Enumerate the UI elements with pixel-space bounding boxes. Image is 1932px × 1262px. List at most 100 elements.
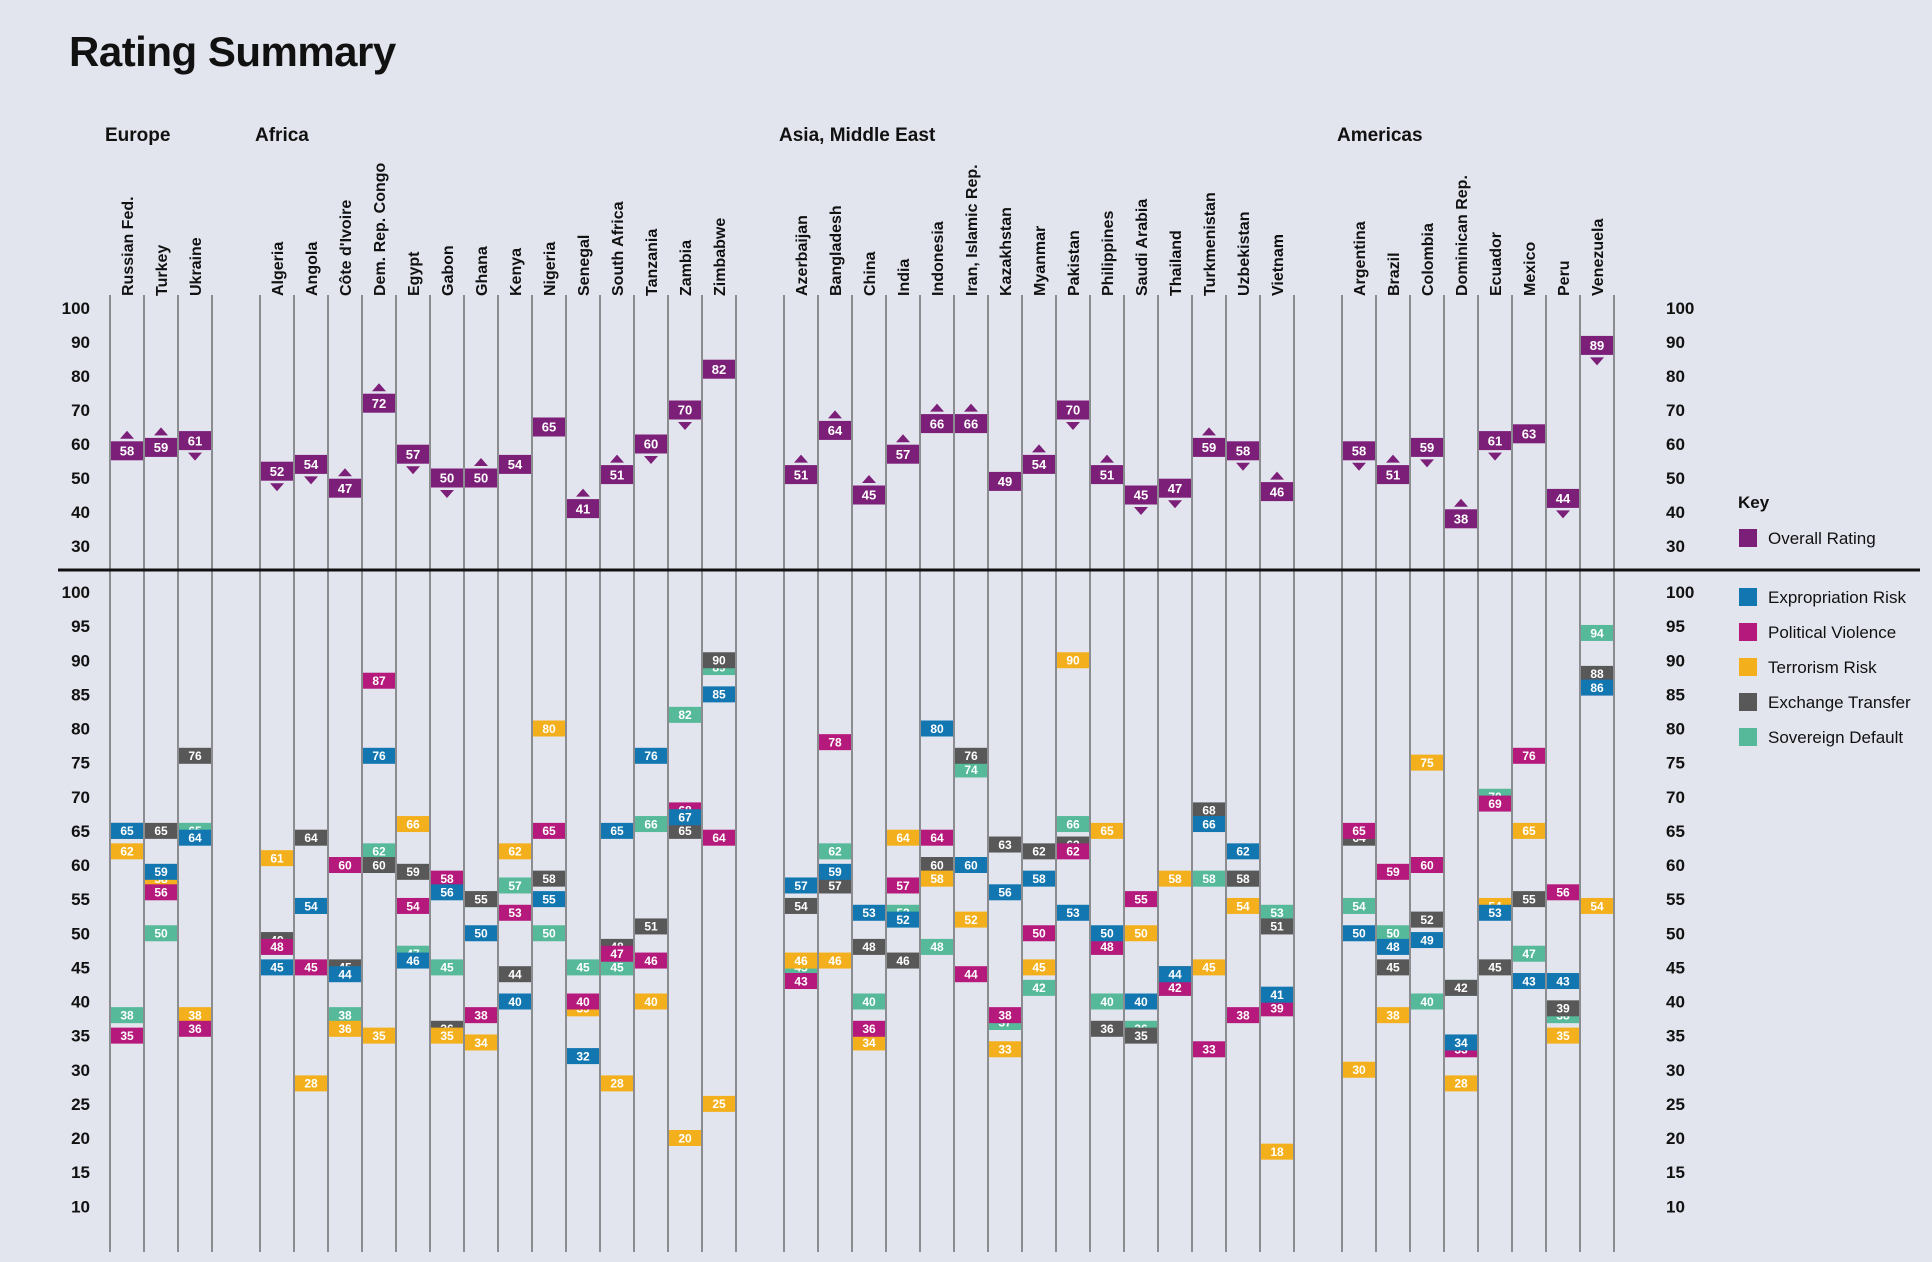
trend-down-arrow xyxy=(1488,452,1502,461)
political-marker xyxy=(465,1007,497,1024)
political-marker xyxy=(329,857,361,873)
political-marker-label: 64 xyxy=(930,831,944,845)
trend-down-arrow xyxy=(678,422,692,430)
expropriation-marker-label: 65 xyxy=(610,824,624,838)
terrorism-marker-label: 18 xyxy=(1270,1145,1284,1159)
trend-up-arrow xyxy=(1100,454,1114,463)
exchange-marker-label: 42 xyxy=(1454,981,1468,995)
overall-marker-label: 58 xyxy=(1352,443,1366,458)
country-label: Brazil xyxy=(1386,252,1403,296)
expropriation-marker-label: 43 xyxy=(1522,974,1536,988)
overall-marker-label: 59 xyxy=(154,440,168,455)
terrorism-marker xyxy=(703,1095,735,1112)
political-marker-label: 69 xyxy=(1488,797,1502,811)
overall-marker xyxy=(1547,488,1579,508)
political-marker xyxy=(179,1020,211,1037)
region-label: Americas xyxy=(1337,125,1423,146)
expropriation-marker-label: 80 xyxy=(930,722,944,736)
exchange-marker xyxy=(1193,802,1225,819)
sovereign-marker xyxy=(1377,925,1409,942)
country-label: Vietnam xyxy=(1270,234,1287,296)
bottom-tick-label-right: 50 xyxy=(1666,924,1685,943)
expropriation-marker-label: 48 xyxy=(1386,940,1400,954)
political-marker-label: 56 xyxy=(154,886,168,900)
terrorism-marker xyxy=(1377,1007,1409,1024)
expropriation-marker xyxy=(1343,925,1375,942)
expropriation-marker-label: 59 xyxy=(154,865,168,879)
expropriation-marker-label: 34 xyxy=(1454,1036,1468,1050)
exchange-marker-label: 60 xyxy=(372,858,386,872)
overall-marker-label: 72 xyxy=(372,396,386,411)
overall-marker-label: 51 xyxy=(610,467,624,482)
terrorism-marker xyxy=(499,843,531,860)
terrorism-marker xyxy=(921,870,953,887)
exchange-marker-label: 58 xyxy=(542,872,556,886)
political-marker-label: 36 xyxy=(188,1022,202,1036)
country-label: Peru xyxy=(1556,260,1573,296)
overall-marker xyxy=(145,437,177,457)
exchange-marker-label: 51 xyxy=(644,920,658,934)
overall-marker xyxy=(329,478,361,498)
exchange-marker-label: 36 xyxy=(1100,1022,1114,1036)
sovereign-marker xyxy=(329,1007,361,1024)
overall-marker-label: 52 xyxy=(270,464,284,479)
trend-up-arrow xyxy=(1270,471,1284,480)
top-tick-label-right: 70 xyxy=(1666,401,1685,420)
overall-marker xyxy=(1159,478,1191,498)
bottom-tick-label-left: 55 xyxy=(71,890,90,909)
sovereign-marker xyxy=(533,925,565,942)
sovereign-marker-label: 50 xyxy=(542,927,556,941)
expropriation-marker xyxy=(921,720,953,737)
sovereign-marker-label: 82 xyxy=(678,708,692,722)
country-label: Algeria xyxy=(270,242,287,296)
expropriation-marker xyxy=(1411,932,1443,949)
expropriation-marker-label: 76 xyxy=(644,749,658,763)
legend-label-sovereign: Sovereign Default xyxy=(1768,728,1903,747)
expropriation-marker-label: 62 xyxy=(1236,845,1250,859)
bottom-tick-label-left: 70 xyxy=(71,788,90,807)
country-label: Venezuela xyxy=(1590,219,1607,296)
overall-marker-label: 45 xyxy=(1134,488,1148,503)
expropriation-marker-label: 86 xyxy=(1590,681,1604,695)
expropriation-marker xyxy=(1159,966,1191,983)
overall-marker-label: 45 xyxy=(862,488,876,503)
political-marker xyxy=(111,1027,143,1044)
political-marker xyxy=(1057,843,1089,860)
overall-marker xyxy=(989,471,1021,491)
terrorism-marker xyxy=(261,850,293,867)
political-marker-label: 45 xyxy=(304,961,318,975)
country-label: Colombia xyxy=(1420,223,1437,296)
expropriation-marker-label: 41 xyxy=(1270,988,1284,1002)
overall-marker-label: 54 xyxy=(1032,457,1047,472)
overall-marker-label: 61 xyxy=(1488,433,1502,448)
overall-marker xyxy=(567,499,599,519)
terrorism-marker-label: 54 xyxy=(1590,899,1604,913)
top-tick-label-right: 100 xyxy=(1666,299,1694,318)
terrorism-marker xyxy=(1159,870,1191,887)
exchange-marker xyxy=(1581,665,1613,682)
overall-marker xyxy=(1479,431,1511,451)
political-marker-label: 36 xyxy=(862,1022,876,1036)
political-marker-label: 87 xyxy=(372,674,386,688)
sovereign-marker-label: 40 xyxy=(1100,995,1114,1009)
expropriation-marker xyxy=(145,863,177,880)
country-label: Ecuador xyxy=(1488,232,1505,296)
trend-up-arrow xyxy=(120,430,134,439)
overall-marker xyxy=(111,441,143,461)
legend-swatch-expropriation xyxy=(1739,588,1757,606)
bottom-tick-label-left: 10 xyxy=(71,1197,90,1216)
overall-marker-label: 47 xyxy=(1168,481,1182,496)
legend-label-overall: Overall Rating xyxy=(1768,529,1876,548)
sovereign-marker-label: 94 xyxy=(1590,626,1604,640)
exchange-marker-label: 48 xyxy=(862,940,876,954)
political-marker xyxy=(1159,979,1191,996)
country-label: Angola xyxy=(304,242,321,296)
top-tick-label-right: 80 xyxy=(1666,367,1685,386)
overall-marker-label: 46 xyxy=(1270,484,1284,499)
sovereign-marker-label: 42 xyxy=(1032,981,1046,995)
trend-up-arrow xyxy=(1454,498,1468,507)
exchange-marker-label: 52 xyxy=(1420,913,1434,927)
overall-marker-label: 38 xyxy=(1454,511,1468,526)
legend-label-terrorism: Terrorism Risk xyxy=(1768,658,1877,677)
